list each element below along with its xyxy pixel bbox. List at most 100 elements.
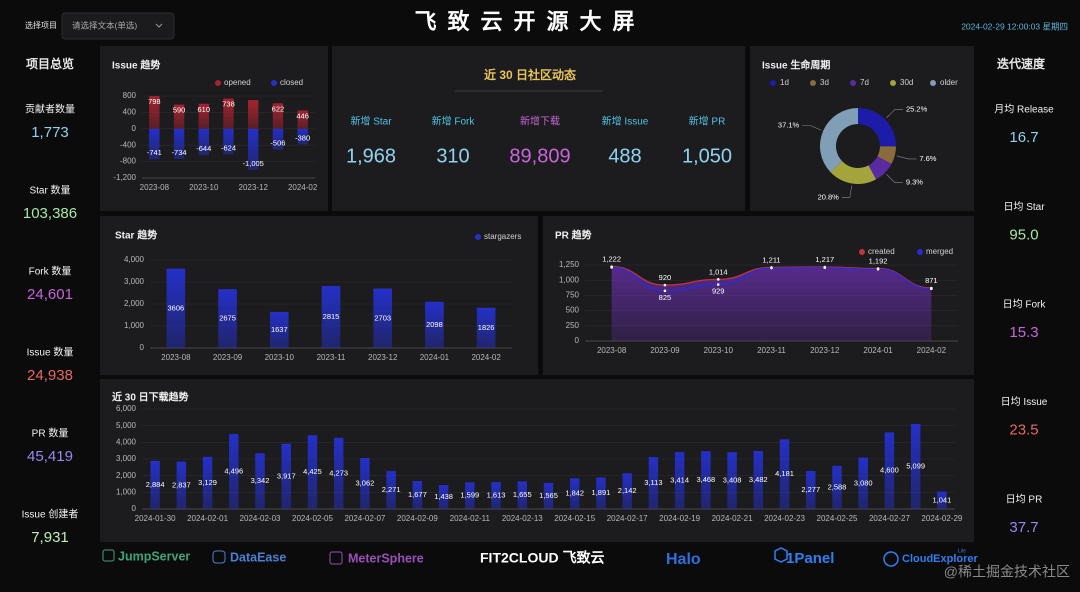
- y-tick-label: 2,000: [116, 471, 137, 480]
- bar: [248, 128, 259, 171]
- legend-label: 30d: [900, 78, 913, 87]
- bar: [465, 482, 475, 509]
- logo: FIT2CLOUD 飞致云: [480, 550, 604, 566]
- data-label: 2703: [374, 313, 391, 322]
- data-label: 2,271: [382, 485, 401, 494]
- logo: 1Panel: [786, 550, 834, 567]
- legend-label: older: [940, 78, 958, 87]
- kpi-label: 日均 Star: [1003, 201, 1045, 213]
- bar: [272, 103, 284, 129]
- data-label: 2,588: [828, 482, 847, 491]
- x-tick-label: 2024-01: [863, 346, 893, 355]
- bar: [648, 457, 659, 509]
- logo-icon: [212, 550, 226, 564]
- label-leader: [886, 173, 903, 183]
- x-tick-label: 2023-08: [161, 353, 191, 362]
- bar: [373, 288, 393, 348]
- x-tick-label: 2024-02-21: [712, 514, 753, 523]
- bar: [910, 424, 921, 509]
- legend-swatch: [475, 234, 481, 240]
- data-label: 3,129: [198, 478, 217, 487]
- data-label: 3,468: [696, 475, 715, 484]
- bar: [779, 439, 790, 509]
- logo-badge: Lite: [958, 548, 966, 554]
- data-label: 610: [198, 105, 211, 114]
- x-tick-label: 2023-11: [757, 346, 786, 355]
- logo: Halo: [666, 551, 701, 568]
- data-label: 2675: [219, 314, 236, 323]
- panel: [100, 216, 538, 375]
- y-tick-label: 400: [123, 108, 137, 117]
- y-tick-label: 1,250: [559, 260, 580, 269]
- data-label: 1,842: [565, 489, 584, 498]
- y-tick-label: 4,000: [116, 437, 137, 446]
- bar: [149, 128, 160, 160]
- bar: [884, 432, 895, 509]
- community-value: 1,968: [346, 145, 396, 167]
- bar: [297, 110, 308, 129]
- project-select[interactable]: [61, 12, 175, 40]
- data-label: 2,277: [801, 485, 820, 494]
- logo: DataEase: [230, 550, 286, 564]
- data-label: 871: [925, 276, 938, 285]
- bar: [173, 128, 185, 159]
- data-label: 2,142: [618, 486, 637, 495]
- community-value: 89,809: [509, 145, 570, 167]
- x-tick-label: 2023-12: [239, 183, 269, 192]
- data-label: 1,677: [408, 490, 427, 499]
- area: [611, 266, 932, 341]
- panel: [332, 46, 745, 211]
- y-tick-label: 0: [132, 124, 137, 133]
- page-title: 飞致云开源大屏: [414, 9, 645, 34]
- x-tick-label: 2023-10: [704, 346, 734, 355]
- legend-swatch: [890, 80, 896, 86]
- x-tick-label: 2024-02-09: [397, 514, 438, 523]
- bar: [701, 451, 711, 509]
- kpi-label: Fork 数量: [29, 265, 72, 278]
- kpi-label: 日均 PR: [1006, 494, 1043, 506]
- bar: [149, 96, 160, 129]
- y-tick-label: -1,200: [113, 173, 136, 182]
- data-label: 1,211: [762, 255, 780, 264]
- data-label: 3,080: [854, 478, 873, 487]
- legend-swatch: [917, 249, 923, 255]
- x-tick-label: 2023-10: [265, 353, 295, 362]
- pie-slice: [820, 108, 858, 173]
- logo-icon: [329, 551, 343, 565]
- y-tick-label: 6,000: [116, 404, 137, 413]
- community-label: 新增 Issue: [602, 115, 649, 128]
- logo: JumpServer: [118, 549, 190, 563]
- data-label: 590: [173, 106, 186, 115]
- x-tick-label: 2024-02: [288, 183, 318, 192]
- kpi-value: 103,386: [23, 205, 77, 222]
- bar: [543, 482, 554, 509]
- data-label: 3,113: [644, 478, 662, 487]
- y-tick-label: 0: [575, 336, 580, 345]
- y-tick-label: 750: [566, 291, 580, 300]
- kpi-label: Star 数量: [29, 184, 70, 197]
- legend-label: closed: [280, 78, 303, 87]
- label-leader: [886, 109, 903, 119]
- data-label: 1,192: [869, 257, 888, 266]
- bar: [255, 453, 265, 509]
- pie-slice: [830, 161, 877, 184]
- bar: [321, 286, 341, 348]
- chart-title: Issue 生命周期: [762, 59, 830, 72]
- bar: [412, 481, 423, 509]
- x-tick-label: 2024-02-05: [292, 514, 333, 523]
- data-label: 3,917: [277, 471, 296, 480]
- bar: [281, 443, 291, 509]
- bar: [937, 491, 947, 509]
- community-value: 1,050: [682, 145, 732, 167]
- data-label: 4,600: [880, 466, 899, 475]
- kpi-label: PR 数量: [32, 427, 69, 440]
- legend-swatch: [770, 80, 776, 86]
- logo-icon: [883, 551, 899, 567]
- x-tick-label: 2023-12: [368, 353, 398, 362]
- data-label: -734: [172, 148, 187, 157]
- x-tick-label: 2023-09: [650, 346, 680, 355]
- bar: [622, 473, 632, 509]
- legend-label: 7d: [860, 78, 869, 87]
- bar: [229, 434, 239, 509]
- y-tick-label: 2,000: [124, 299, 145, 308]
